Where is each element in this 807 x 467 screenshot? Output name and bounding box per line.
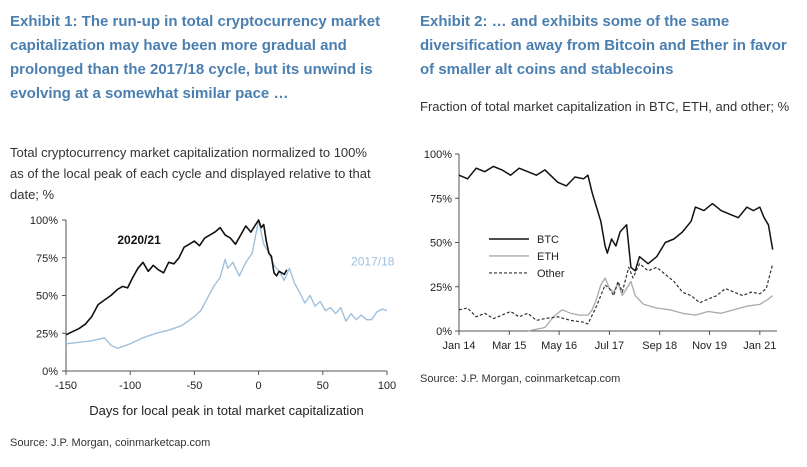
- x-axis-title: Days for local peak in total market capi…: [89, 403, 364, 418]
- series-line-btc: [458, 165, 774, 272]
- y-tick-label: 25%: [430, 282, 452, 294]
- y-tick-label: 0%: [42, 366, 58, 378]
- legend-label-btc: BTC: [537, 234, 559, 246]
- exhibit-1-title: Exhibit 1: The run-up in total cryptocur…: [10, 13, 381, 102]
- series-label-2020-21: 2020/21: [117, 233, 161, 247]
- y-tick-label: 100%: [424, 149, 452, 161]
- x-tick-label: Jan 21: [743, 340, 776, 352]
- x-tick-label: May 16: [541, 340, 577, 352]
- x-tick-label: -50: [186, 380, 202, 392]
- y-tick-label: 75%: [430, 193, 452, 205]
- x-tick-label: 100: [378, 380, 396, 392]
- x-tick-label: Jul 17: [595, 340, 624, 352]
- exhibit-1-subtitle: Total cryptocurrency market capitalizati…: [10, 145, 371, 202]
- y-tick-label: 50%: [36, 291, 58, 303]
- series-label-2017-18: 2017/18: [351, 254, 395, 268]
- exhibit-1-source: Source: J.P. Morgan, coinmarketcap.com: [10, 437, 211, 449]
- x-tick-label: Sep 18: [642, 340, 677, 352]
- y-tick-label: 100%: [30, 215, 58, 227]
- series-line-2020-21: [65, 219, 288, 336]
- legend-label-other: Other: [537, 268, 565, 280]
- x-tick-label: Jan 14: [442, 340, 475, 352]
- y-tick-label: 75%: [36, 253, 58, 265]
- x-tick-label: Mar 15: [492, 340, 526, 352]
- y-tick-label: 25%: [36, 328, 58, 340]
- x-tick-label: -100: [119, 380, 141, 392]
- exhibit-2-source: Source: J.P. Morgan, coinmarketcap.com: [420, 373, 621, 385]
- exhibit-2-title: Exhibit 2: … and exhibits some of the sa…: [420, 13, 787, 78]
- x-tick-label: -150: [55, 380, 77, 392]
- series-line-other: [458, 263, 774, 325]
- exhibit-1-chart: 0% 25% 50% 75% 100% -150 -100 -50 0 50 100 Days for…: [30, 215, 396, 418]
- exhibit-2-subtitle: Fraction of total market capitalization …: [420, 99, 790, 114]
- y-tick-label: 0%: [436, 326, 452, 338]
- x-tick-label: 50: [317, 380, 329, 392]
- x-tick-label: Nov 19: [692, 340, 727, 352]
- exhibit-2-chart: 0% 25% 50% 75% 100% Jan 14 Mar 15 May 16 Jul 17 S…: [424, 149, 777, 352]
- series-line-2017-18: [65, 219, 388, 349]
- y-tick-label: 50%: [430, 238, 452, 250]
- series-line-eth: [527, 277, 774, 332]
- x-tick-label: 0: [256, 380, 262, 392]
- legend-label-eth: ETH: [537, 251, 559, 263]
